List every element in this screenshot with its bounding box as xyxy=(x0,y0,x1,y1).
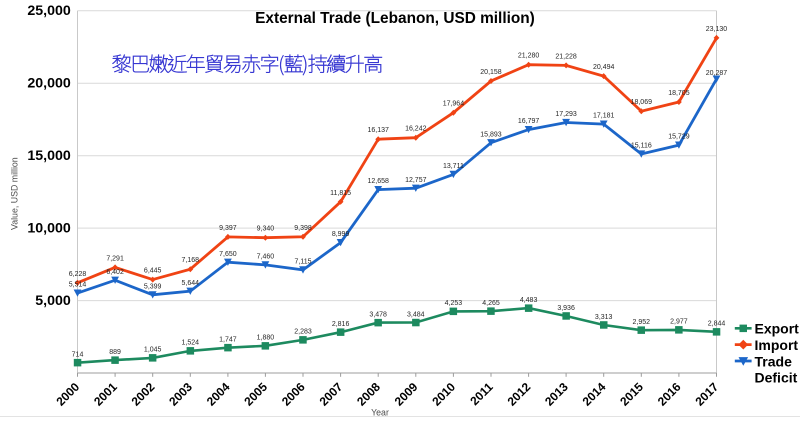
svg-text:Year: Year xyxy=(371,407,389,417)
svg-text:13,711: 13,711 xyxy=(443,163,464,170)
svg-text:15,116: 15,116 xyxy=(631,143,652,150)
svg-text:10,000: 10,000 xyxy=(27,220,71,236)
svg-text:2,952: 2,952 xyxy=(633,319,651,326)
svg-text:15,893: 15,893 xyxy=(480,131,502,138)
svg-text:20,287: 20,287 xyxy=(706,70,728,77)
svg-text:1,747: 1,747 xyxy=(219,337,237,344)
svg-text:6,228: 6,228 xyxy=(69,271,87,278)
svg-text:Value, USD million: Value, USD million xyxy=(9,157,19,230)
svg-text:7,460: 7,460 xyxy=(257,254,275,261)
svg-text:18,069: 18,069 xyxy=(631,99,653,106)
svg-text:7,168: 7,168 xyxy=(182,257,200,264)
svg-text:20,158: 20,158 xyxy=(480,69,502,76)
svg-text:7,650: 7,650 xyxy=(219,251,237,258)
svg-text:714: 714 xyxy=(72,352,84,359)
svg-text:7,291: 7,291 xyxy=(106,255,124,262)
svg-text:16,242: 16,242 xyxy=(405,126,427,133)
svg-text:17,181: 17,181 xyxy=(593,113,615,120)
svg-text:12,757: 12,757 xyxy=(405,177,427,184)
svg-text:8,999: 8,999 xyxy=(332,231,350,238)
svg-text:External Trade (Lebanon, USD m: External Trade (Lebanon, USD million) xyxy=(255,10,535,27)
svg-text:16,797: 16,797 xyxy=(518,118,540,125)
svg-text:16,137: 16,137 xyxy=(367,127,389,134)
svg-text:20,000: 20,000 xyxy=(27,75,71,91)
svg-text:3,478: 3,478 xyxy=(369,311,387,318)
svg-text:15,729: 15,729 xyxy=(668,134,690,141)
svg-text:21,280: 21,280 xyxy=(518,53,540,60)
svg-text:1,880: 1,880 xyxy=(257,335,275,342)
svg-text:17,964: 17,964 xyxy=(443,101,465,108)
svg-text:6,402: 6,402 xyxy=(106,269,124,276)
svg-text:4,253: 4,253 xyxy=(445,300,463,307)
svg-text:3,313: 3,313 xyxy=(595,314,613,321)
svg-text:3,936: 3,936 xyxy=(557,305,575,312)
svg-text:5,514: 5,514 xyxy=(69,282,87,289)
svg-text:12,658: 12,658 xyxy=(367,178,389,185)
svg-text:15,000: 15,000 xyxy=(27,148,71,164)
svg-text:5,000: 5,000 xyxy=(35,293,71,309)
svg-text:21,228: 21,228 xyxy=(555,53,577,60)
svg-text:11,815: 11,815 xyxy=(330,190,351,197)
svg-text:6,445: 6,445 xyxy=(144,268,162,275)
svg-text:889: 889 xyxy=(109,349,121,356)
svg-text:4,265: 4,265 xyxy=(482,300,500,307)
svg-text:2,816: 2,816 xyxy=(332,321,350,328)
svg-text:9,340: 9,340 xyxy=(257,226,275,233)
svg-text:23,130: 23,130 xyxy=(706,26,728,33)
svg-text:Import: Import xyxy=(755,337,799,353)
svg-text:9,397: 9,397 xyxy=(219,225,237,232)
svg-text:5,644: 5,644 xyxy=(182,280,200,287)
svg-text:7,115: 7,115 xyxy=(295,259,312,266)
svg-text:17,293: 17,293 xyxy=(555,111,577,118)
svg-text:4,483: 4,483 xyxy=(520,297,538,304)
svg-text:25,000: 25,000 xyxy=(27,3,71,19)
svg-text:5,399: 5,399 xyxy=(144,283,162,290)
svg-text:2,844: 2,844 xyxy=(708,321,726,328)
svg-text:20,494: 20,494 xyxy=(593,64,615,71)
svg-text:2,283: 2,283 xyxy=(294,329,312,336)
svg-text:9,398: 9,398 xyxy=(294,225,312,232)
svg-text:Trade: Trade xyxy=(755,353,793,369)
svg-text:Deficit: Deficit xyxy=(755,370,798,386)
svg-text:Export: Export xyxy=(755,321,800,337)
svg-text:2,977: 2,977 xyxy=(670,319,688,326)
svg-text:18,705: 18,705 xyxy=(668,90,690,97)
svg-text:1,045: 1,045 xyxy=(144,347,162,354)
svg-text:1,524: 1,524 xyxy=(182,340,200,347)
svg-text:3,484: 3,484 xyxy=(407,311,425,318)
